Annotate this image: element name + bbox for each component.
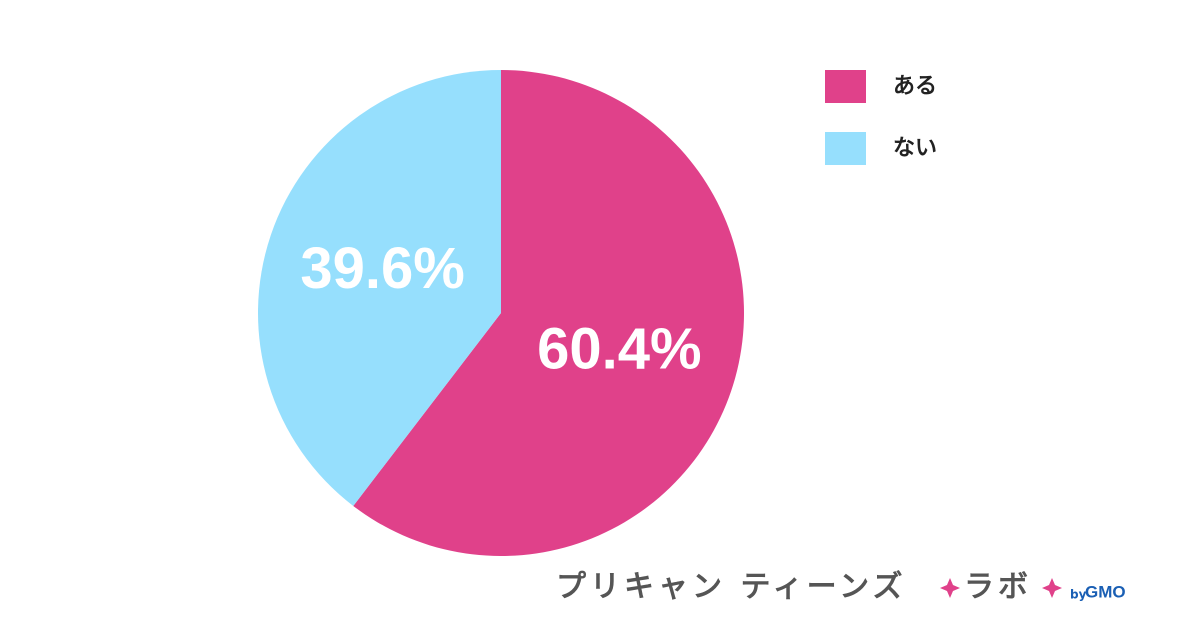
pie-slice	[353, 70, 744, 556]
slice-label: 39.6%	[300, 236, 464, 301]
legend-label: ない	[893, 136, 937, 161]
pie	[257, 70, 744, 556]
logo-lab: ラボ	[964, 570, 1032, 605]
logo-star	[1042, 578, 1062, 598]
logo: プリキャン ティーンズ ラボ by GMO	[556, 570, 1126, 605]
logo-name: プリキャン ティーンズ	[556, 570, 907, 605]
legend-label: ある	[893, 74, 937, 99]
legend-swatch	[825, 132, 866, 165]
slice-labels: 60.4% 39.6%	[300, 236, 701, 381]
slice-label: 60.4%	[537, 316, 701, 381]
logo-star	[940, 578, 960, 598]
pie-slice	[257, 70, 501, 506]
logo-company: GMO	[1085, 582, 1126, 601]
logo-by: by	[1070, 588, 1087, 602]
legend-swatch	[825, 70, 866, 103]
